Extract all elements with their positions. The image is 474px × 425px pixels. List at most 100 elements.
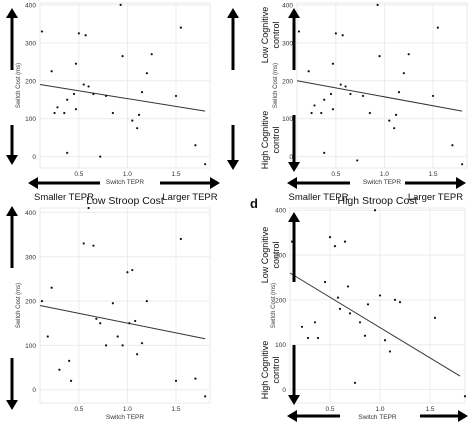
data-point [378, 294, 382, 297]
trend-line [39, 305, 206, 340]
x-tick-label: 0.5 [74, 171, 83, 178]
data-point [128, 322, 131, 325]
arrow-down [288, 115, 300, 172]
data-point [119, 3, 122, 6]
data-point [99, 322, 102, 325]
data-point [136, 353, 139, 356]
data-point [331, 108, 335, 111]
y-annotation-bottom-2: control [271, 356, 281, 383]
data-point [348, 312, 352, 315]
data-point [463, 395, 467, 398]
data-point [111, 302, 114, 305]
data-point [66, 98, 69, 101]
data-point [40, 299, 44, 303]
data-point [40, 30, 44, 33]
panel-3: 0 100 200 300 400 0.5 1.0 1.5 Switch TEPR Switch … [6, 195, 211, 421]
data-point [66, 151, 69, 154]
arrow-up-head [6, 206, 18, 216]
data-point [77, 32, 80, 35]
data-point [121, 344, 124, 347]
panel-4: 0 100 200 300 400 0.5 1.0 1.5 Switch TEPR Switch … [250, 195, 468, 422]
trend-line [296, 80, 463, 112]
y-tick-label: 0 [289, 154, 293, 161]
x-annotation-right: Larger TEPR [408, 192, 463, 203]
data-point [104, 344, 108, 347]
x-tick-label: 1.5 [428, 171, 437, 178]
arrow-right-head [210, 177, 220, 189]
data-point [56, 106, 59, 109]
data-point [356, 159, 359, 162]
data-point [313, 321, 317, 324]
data-point [50, 70, 53, 73]
y-annotation-bottom: High Cognitive [260, 341, 270, 400]
y-tick-label: 300 [282, 40, 293, 47]
data-point [50, 286, 53, 289]
y-tick-label: 100 [282, 116, 293, 123]
data-point [383, 339, 387, 342]
data-point [174, 379, 178, 382]
data-point [92, 244, 95, 247]
x-axis-label: Switch TEPR [106, 414, 144, 421]
data-point [194, 144, 197, 147]
x-axis-label: Switch TEPR [358, 414, 396, 421]
data-point [63, 111, 66, 115]
data-point [145, 299, 148, 303]
data-point [361, 94, 365, 98]
x-tick-label: 0.5 [325, 406, 334, 413]
data-point [323, 151, 326, 154]
y-tick-label: 400 [282, 2, 293, 9]
x-annotation-left: Smaller TEPR [34, 192, 94, 203]
y-tick-label: 0 [32, 387, 36, 394]
data-point [433, 316, 437, 319]
data-point [343, 240, 347, 243]
data-point [368, 111, 371, 115]
data-point [339, 83, 342, 86]
arrow-down-head [227, 160, 239, 170]
y-tick-label: 0 [32, 154, 36, 161]
data-point [99, 155, 102, 158]
data-point [140, 91, 144, 94]
data-point [358, 321, 362, 324]
arrow-up [6, 8, 18, 70]
data-point [140, 342, 144, 345]
arrow-up-head [227, 8, 239, 18]
arrow-up [288, 212, 300, 282]
trend-line [39, 84, 206, 112]
data-point [393, 127, 396, 130]
data-point [334, 32, 337, 35]
data-point [349, 92, 352, 96]
arrow-down [288, 345, 300, 405]
data-point [307, 70, 310, 73]
arrow-right-head [456, 177, 466, 189]
y-tick-label: 200 [25, 78, 36, 85]
arrow-down [6, 358, 18, 410]
y-tick-label: 400 [25, 2, 36, 9]
data-point [336, 296, 340, 299]
data-point [53, 111, 56, 115]
data-point [402, 72, 405, 75]
data-point [87, 85, 90, 88]
data-point [69, 379, 73, 382]
y-axis-label: Switch Cost (ms) [273, 63, 279, 108]
y-annotation-top-2: control [271, 241, 281, 268]
y-axis-label: Switch Cost (ms) [16, 63, 22, 108]
arrow-left-head [287, 177, 297, 189]
data-point [300, 325, 304, 328]
y-tick-label: 200 [275, 297, 286, 304]
data-point [376, 3, 379, 6]
data-point [373, 209, 377, 212]
x-tick-label: 1.5 [171, 171, 180, 178]
y-tick-label: 300 [275, 253, 286, 260]
y-tick-label: 300 [25, 40, 36, 47]
data-point [145, 72, 148, 75]
arrow-down [6, 125, 18, 165]
y-tick-label: 400 [275, 208, 286, 215]
data-point [313, 104, 316, 107]
data-point [95, 317, 98, 320]
trend-line [289, 272, 461, 377]
x-axis-label: Switch TEPR [363, 179, 401, 186]
y-tick-label: 100 [25, 116, 36, 123]
y-tick-label: 400 [25, 210, 36, 217]
data-point [137, 113, 141, 116]
